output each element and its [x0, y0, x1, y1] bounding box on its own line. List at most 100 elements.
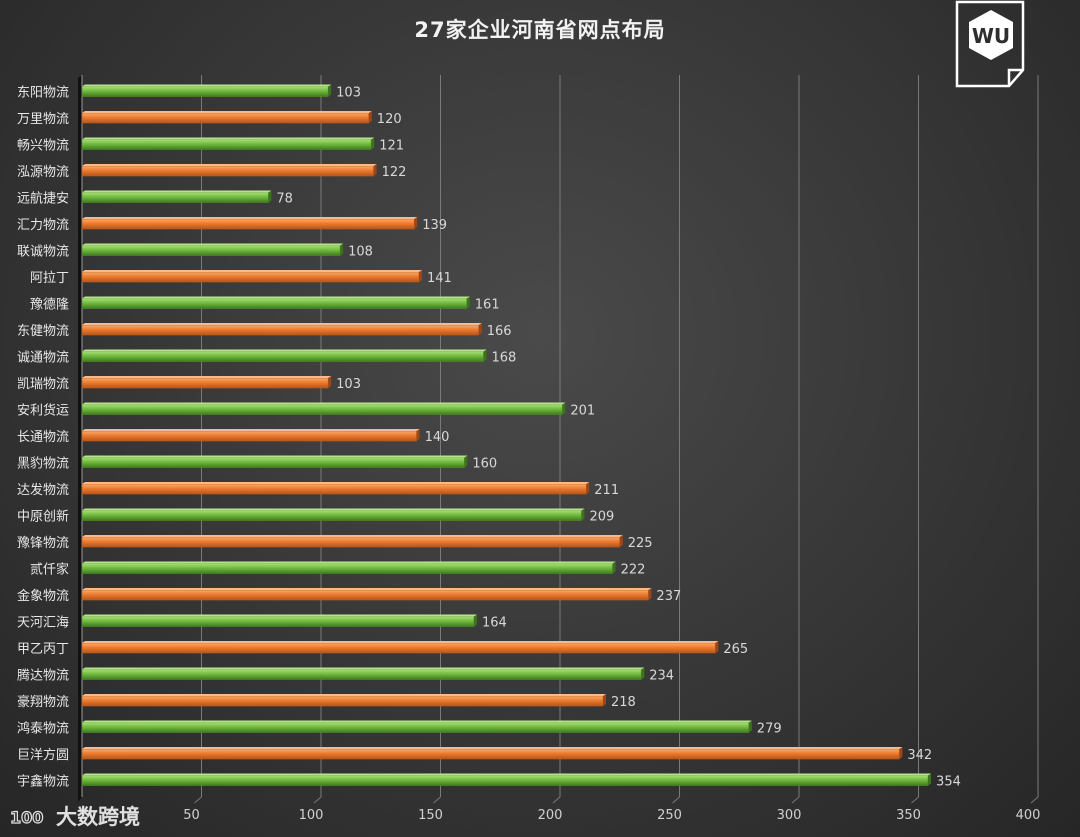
bar-10 [81, 323, 482, 336]
data-label: 121 [379, 139, 404, 154]
data-label: 103 [336, 86, 361, 101]
data-label: 234 [649, 669, 674, 684]
x-tick-label: 200 [538, 808, 563, 823]
category-label: 达发物流 [17, 482, 69, 498]
logo-text: WU [972, 24, 1010, 48]
x-tick-label: 250 [657, 808, 682, 823]
bar-6 [81, 217, 418, 230]
bar-11 [81, 349, 487, 362]
data-label: 139 [422, 218, 447, 233]
category-label: 东阳物流 [17, 86, 69, 101]
category-label: 汇力物流 [17, 218, 69, 233]
category-label: 联诚物流 [17, 245, 69, 260]
x-tick-label: 300 [777, 808, 802, 823]
brand-mark-icon: 100 [9, 807, 44, 827]
bar-12 [81, 376, 332, 389]
data-label: 209 [590, 510, 615, 525]
x-tick-label: 150 [418, 808, 443, 823]
gridline-foot-200 [552, 796, 561, 804]
category-label: 巨洋方圆 [17, 747, 69, 763]
bar-7 [81, 243, 344, 256]
bar-3 [81, 137, 375, 150]
category-label: 阿拉丁 [30, 271, 69, 286]
bar-16 [81, 482, 590, 495]
bar-18 [81, 535, 623, 548]
category-label: 天河汇海 [17, 616, 69, 631]
y-axis-wall [78, 75, 82, 802]
category-label: 畅兴物流 [17, 139, 69, 154]
brand-watermark: 100 大数跨境 [8, 800, 140, 832]
data-label: 168 [492, 351, 517, 366]
bar-4 [81, 164, 377, 177]
gridline-foot-50 [194, 796, 202, 804]
bar-13 [81, 402, 566, 415]
data-label: 78 [276, 192, 293, 207]
data-label: 225 [628, 536, 653, 551]
data-label: 164 [482, 616, 507, 631]
category-label: 豫德隆 [30, 298, 69, 313]
bar-19 [81, 561, 616, 574]
data-label: 122 [382, 165, 407, 180]
data-label: 222 [621, 563, 646, 578]
category-label: 泓源物流 [17, 165, 69, 180]
gridline-foot-150 [433, 796, 441, 804]
bar-8 [81, 270, 422, 283]
category-label: 甲乙丙丁 [17, 642, 69, 657]
x-tick-label: 400 [1016, 808, 1041, 823]
category-label: 宇鑫物流 [17, 774, 69, 790]
category-label: 金象物流 [17, 588, 69, 604]
gridline-foot-350 [911, 796, 919, 804]
data-label: 166 [487, 324, 512, 339]
gridline-foot-400 [1030, 796, 1039, 804]
category-label: 凯瑞物流 [17, 377, 69, 392]
data-label: 140 [425, 430, 450, 445]
bar-2 [81, 111, 372, 124]
data-label: 201 [570, 404, 595, 419]
bars [81, 84, 932, 786]
bar-22 [81, 641, 719, 654]
gridline-foot-300 [791, 796, 800, 804]
bar-1 [81, 84, 332, 97]
data-label: 218 [611, 695, 636, 710]
bar-25 [81, 720, 752, 733]
data-label: 211 [594, 483, 619, 498]
x-tick-label: 50 [183, 808, 200, 823]
data-label: 103 [336, 377, 361, 392]
y-axis [78, 75, 83, 802]
category-label: 豪翔物流 [17, 694, 69, 710]
bar-27 [81, 773, 932, 786]
data-label: 354 [936, 775, 961, 790]
bar-20 [81, 588, 652, 601]
category-label: 黑豹物流 [17, 457, 69, 472]
bar-26 [81, 747, 903, 760]
category-label: 远航捷安 [17, 191, 69, 207]
data-label: 161 [475, 298, 500, 313]
category-label: 诚通物流 [17, 351, 69, 366]
chart-title: 27家企业河南省网点布局 [414, 18, 666, 42]
category-label: 长通物流 [17, 430, 69, 445]
data-label: 279 [757, 722, 782, 737]
category-label: 豫锋物流 [17, 536, 69, 551]
category-label: 腾达物流 [17, 668, 69, 684]
category-label: 鸿泰物流 [17, 721, 69, 737]
data-label: 237 [656, 589, 681, 604]
brand-mark: 100 [10, 808, 43, 827]
category-label: 安利货运 [17, 403, 69, 419]
category-label: 东健物流 [17, 324, 69, 339]
bar-17 [81, 508, 585, 521]
data-label: 120 [377, 112, 402, 127]
labels: 50 100 150 200 250 300 350 400 东阳物流 103 万里物流 120 畅兴物… [17, 86, 1040, 824]
bar-24 [81, 694, 607, 707]
bar-21 [81, 614, 477, 627]
wu-document-logo-icon: WU [955, 0, 1025, 88]
bar-5 [81, 190, 272, 203]
x-tick-label: 100 [299, 808, 324, 823]
category-label: 中原创新 [17, 509, 69, 525]
bar-14 [81, 429, 420, 442]
bar-23 [81, 667, 645, 680]
category-label: 万里物流 [17, 112, 69, 127]
gridline-foot-250 [672, 796, 680, 804]
data-label: 108 [348, 245, 373, 260]
bar-9 [81, 296, 470, 309]
